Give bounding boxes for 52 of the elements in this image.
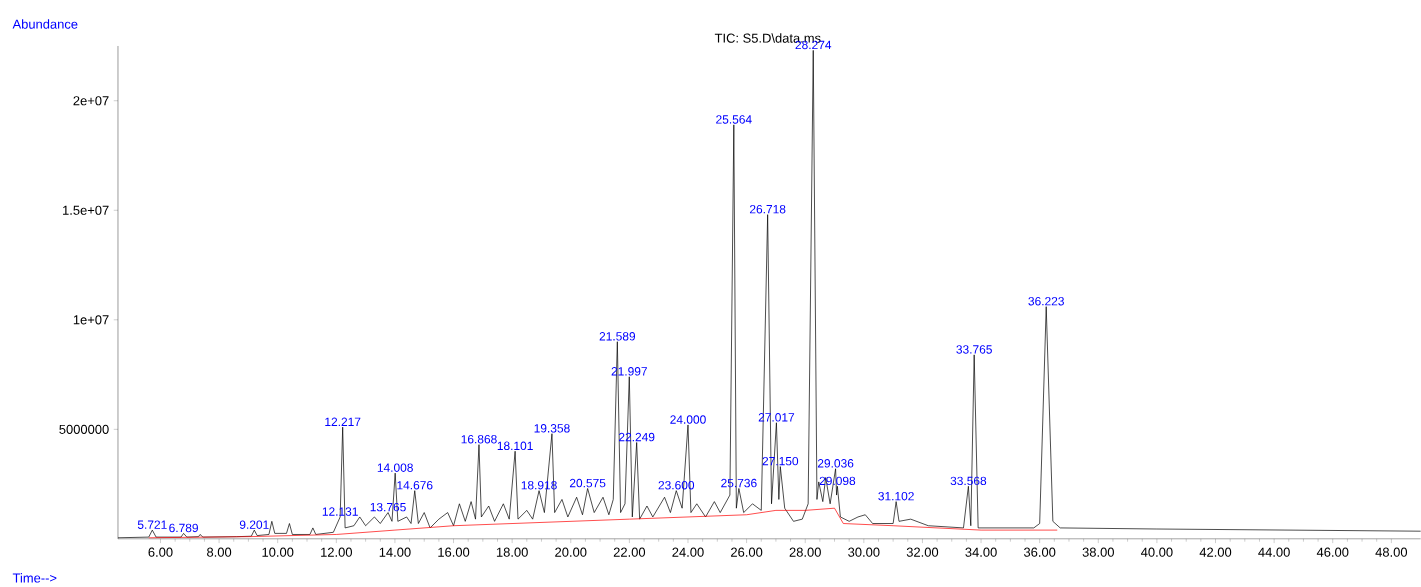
x-tick-label: 36.00 <box>1023 547 1056 557</box>
annotation: 6.789 <box>169 523 198 533</box>
x-tick-label: 10.00 <box>262 547 294 557</box>
annotation: 14.008 <box>377 463 413 472</box>
x-tick-label: 46.00 <box>1316 547 1349 557</box>
x-tick-label: 32.00 <box>906 547 939 557</box>
x-axis-title: Time--> <box>12 573 57 583</box>
x-tick-label: 24.00 <box>672 547 704 557</box>
annotation: 12.131 <box>322 507 358 516</box>
x-tick-label: 22.00 <box>613 547 646 557</box>
annotation: 18.101 <box>497 441 533 451</box>
x-tick-label: 34.00 <box>965 547 997 557</box>
annotation: 13.765 <box>370 502 406 512</box>
annotation: 33.568 <box>950 476 987 486</box>
x-tick-label: 14.00 <box>379 547 411 557</box>
annotation: 12.217 <box>325 417 361 426</box>
x-tick-label: 26.00 <box>731 547 763 557</box>
x-tick-label: 38.00 <box>1082 547 1114 557</box>
y-tick-label: 5000000 <box>59 424 109 434</box>
annotation: 5.721 <box>137 520 167 529</box>
annotation: 25.736 <box>721 478 757 488</box>
x-tick-label: 44.00 <box>1258 547 1290 557</box>
y-axis-title: Abundance <box>12 19 78 29</box>
annotation: 26.718 <box>749 205 786 214</box>
x-tick-label: 28.00 <box>789 547 821 557</box>
annotation: 33.765 <box>956 345 992 354</box>
annotation: 25.564 <box>716 115 752 124</box>
x-tick-label: 20.00 <box>555 547 587 557</box>
annotation: 20.575 <box>569 478 606 488</box>
x-tick-label: 30.00 <box>848 547 880 557</box>
annotation: 31.102 <box>878 492 914 501</box>
x-tick-label: 6.00 <box>148 547 173 557</box>
x-tick-label: 16.00 <box>438 547 470 557</box>
annotation: 16.868 <box>461 435 497 444</box>
x-tick-label: 42.00 <box>1199 547 1232 557</box>
annotation: 29.036 <box>817 459 854 468</box>
annotation: 21.589 <box>599 332 636 341</box>
annotation: 18.918 <box>521 481 557 490</box>
x-tick-label: 12.00 <box>321 547 353 557</box>
y-tick-label: 1.5e+07 <box>63 205 109 215</box>
x-tick-label: 40.00 <box>1140 547 1173 557</box>
x-tick-label: 8.00 <box>207 547 232 557</box>
x-tick-label: 48.00 <box>1375 547 1408 557</box>
annotation: 24.000 <box>670 415 706 424</box>
y-tick-label: 2e+07 <box>73 96 109 106</box>
annotation: 23.600 <box>658 481 695 490</box>
annotation: 36.223 <box>1028 297 1064 306</box>
annotation: 14.676 <box>397 481 433 490</box>
annotation: 19.358 <box>534 424 570 433</box>
x-tick-label: 18.00 <box>496 547 528 557</box>
annotation: 9.201 <box>239 520 269 529</box>
y-tick-label: 1e+07 <box>73 315 109 325</box>
